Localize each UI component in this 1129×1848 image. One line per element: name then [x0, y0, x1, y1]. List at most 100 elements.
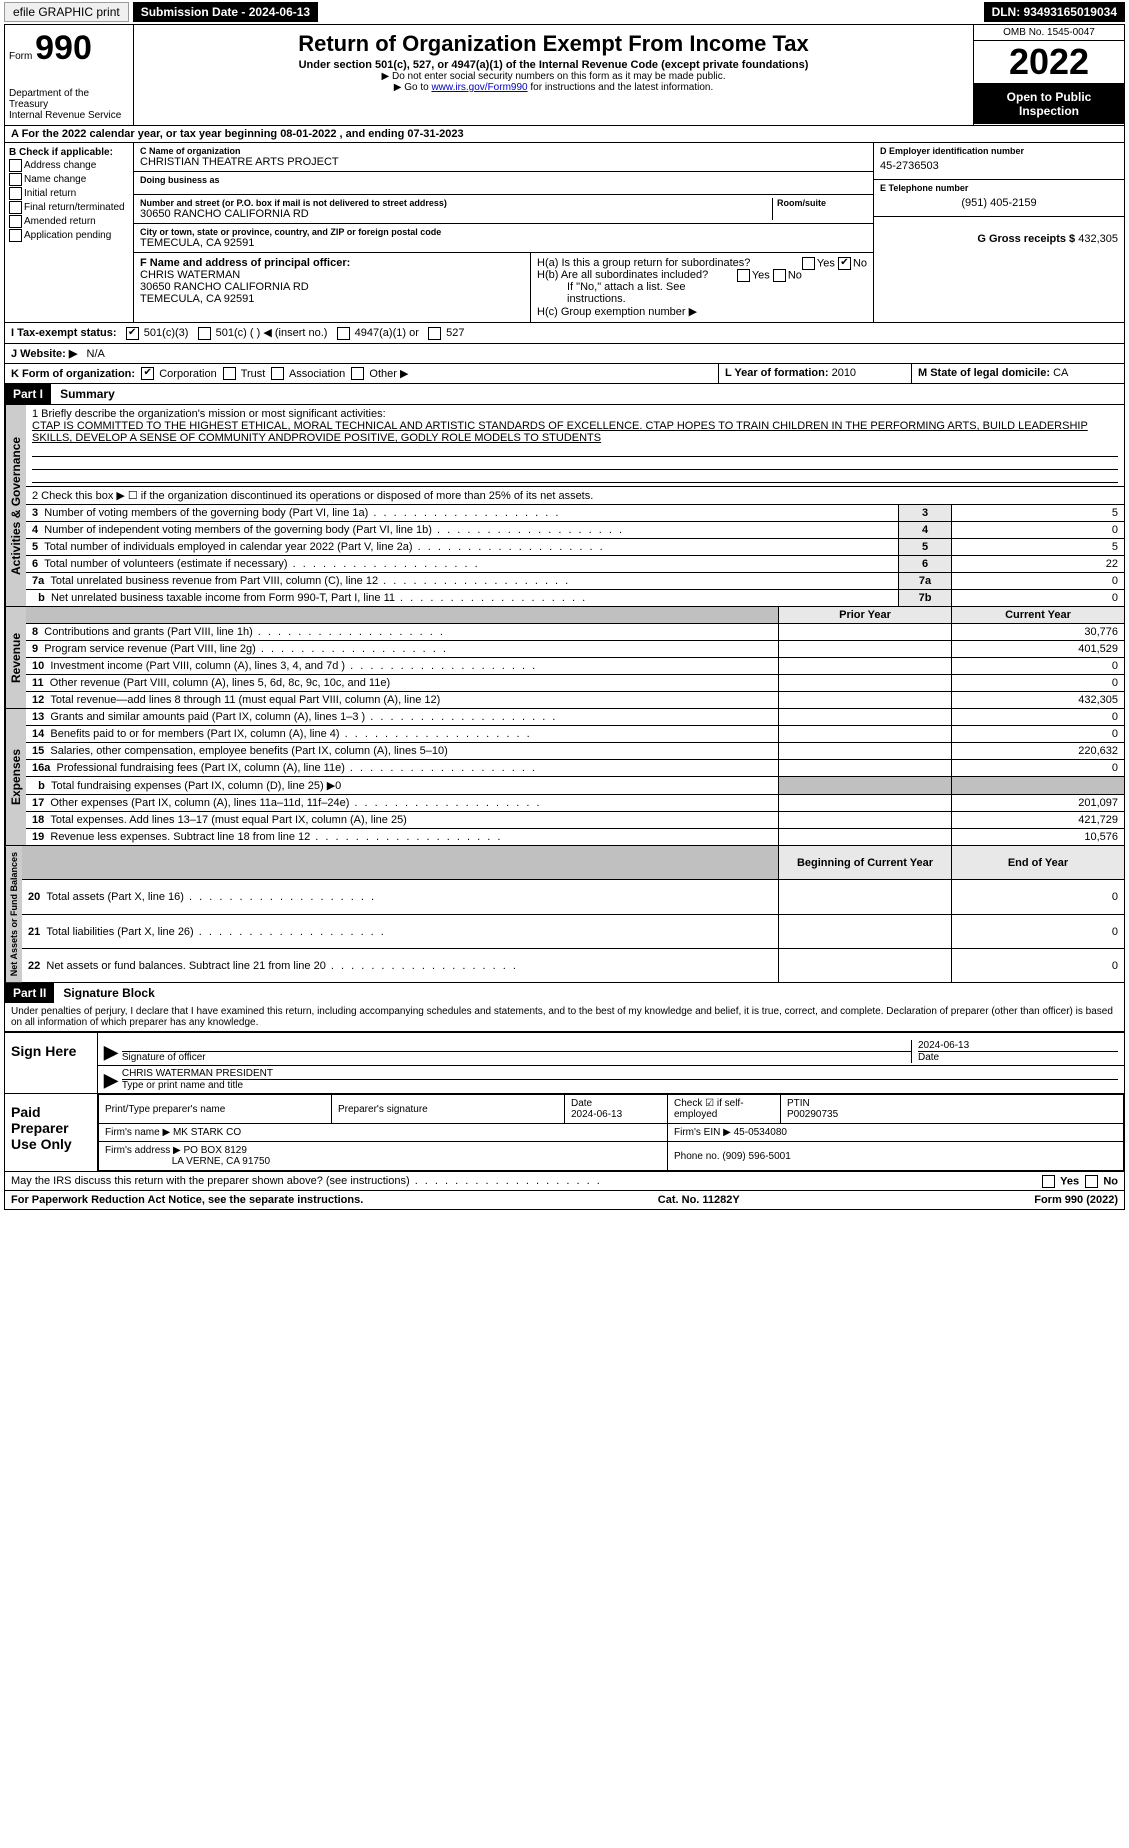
row-num: 16a	[32, 762, 50, 774]
irs-link[interactable]: www.irs.gov/Form990	[431, 82, 527, 93]
yes-label: Yes	[1060, 1176, 1079, 1188]
chk-amended[interactable]: Amended return	[9, 215, 129, 228]
tax-year: 2022	[974, 41, 1124, 84]
row-prior	[779, 880, 952, 915]
year-formation: 2010	[832, 367, 856, 379]
row-text: Total liabilities (Part X, line 26)	[46, 926, 385, 938]
ha-yes[interactable]	[802, 257, 815, 270]
chk-501c[interactable]	[198, 327, 211, 340]
form-note1: ▶ Do not enter social security numbers o…	[140, 71, 967, 82]
form-title: Return of Organization Exempt From Incom…	[140, 31, 967, 57]
submission-date-button[interactable]: Submission Date - 2024-06-13	[133, 2, 318, 22]
preparer-table: Print/Type preparer's name Preparer's si…	[98, 1094, 1124, 1171]
ein-label: D Employer identification number	[880, 146, 1118, 156]
chk-4947[interactable]	[337, 327, 350, 340]
row-prior	[779, 795, 952, 812]
form-number: 990	[35, 29, 92, 67]
q1-text: CTAP IS COMMITTED TO THE HIGHEST ETHICAL…	[32, 420, 1118, 444]
row-curr: 201,097	[952, 795, 1125, 812]
chk-initial-return[interactable]: Initial return	[9, 187, 129, 200]
discuss-no[interactable]	[1085, 1175, 1098, 1188]
footer-mid: Cat. No. 11282Y	[658, 1194, 740, 1206]
part1-num: Part I	[5, 384, 51, 404]
chk-corporation[interactable]: ✔	[141, 367, 154, 380]
chk-501c3[interactable]: ✔	[126, 327, 139, 340]
gross-value: 432,305	[1078, 233, 1118, 245]
dba-line: Doing business as	[134, 172, 873, 195]
chk-name-change[interactable]: Name change	[9, 173, 129, 186]
form-subtitle: Under section 501(c), 527, or 4947(a)(1)…	[140, 59, 967, 71]
form-word: Form	[9, 51, 32, 62]
sig-date-value: 2024-06-13	[918, 1040, 1118, 1051]
discuss-yes[interactable]	[1042, 1175, 1055, 1188]
footer-left: For Paperwork Reduction Act Notice, see …	[11, 1194, 363, 1206]
row-num: 7a	[32, 575, 44, 587]
row-a-text: A For the 2022 calendar year, or tax yea…	[11, 128, 464, 140]
row-num: 12	[32, 694, 44, 706]
row-prior	[779, 641, 952, 658]
hb-yes[interactable]	[737, 269, 750, 282]
officer-name: CHRIS WATERMAN	[140, 269, 524, 281]
firm-name-value: MK STARK CO	[173, 1127, 241, 1138]
row-text: Total fundraising expenses (Part IX, col…	[51, 780, 341, 792]
row-val: 5	[952, 539, 1125, 556]
q1-label: 1 Briefly describe the organization's mi…	[32, 408, 1118, 420]
col-end: End of Year	[952, 846, 1125, 880]
no-label: No	[788, 269, 802, 281]
chk-527[interactable]	[428, 327, 441, 340]
col-b-checkboxes: B Check if applicable: Address change Na…	[5, 143, 134, 322]
revenue-block: Revenue Prior YearCurrent Year 8 Contrib…	[5, 606, 1124, 708]
form-note2: ▶ Go to www.irs.gov/Form990 for instruct…	[140, 82, 967, 93]
row-num: 13	[32, 711, 44, 723]
hb-no[interactable]	[773, 269, 786, 282]
form-number-cell: Form 990 Department of the Treasury Inte…	[5, 25, 134, 125]
part1-title: Summary	[54, 387, 115, 401]
row-key: 7a	[899, 573, 952, 590]
firm-addr-label: Firm's address ▶	[105, 1145, 181, 1156]
row-key: 6	[899, 556, 952, 573]
row-key: 4	[899, 522, 952, 539]
row-text: Total revenue—add lines 8 through 11 (mu…	[50, 694, 440, 706]
row-num: b	[38, 592, 45, 604]
sign-here-block: Sign Here ▶ Signature of officer 2024-06…	[5, 1032, 1124, 1093]
chk-application-pending[interactable]: Application pending	[9, 229, 129, 242]
q1-block: 1 Briefly describe the organization's mi…	[26, 405, 1124, 486]
firm-addr1: PO BOX 8129	[184, 1145, 247, 1156]
row-num: 8	[32, 626, 38, 638]
row-text: Number of independent voting members of …	[44, 524, 624, 536]
table-row: 15 Salaries, other compensation, employe…	[26, 743, 1124, 760]
chk-other[interactable]	[351, 367, 364, 380]
firm-name-label: Firm's name ▶	[105, 1127, 170, 1138]
sig-name-label: Type or print name and title	[122, 1079, 1118, 1091]
chk-association[interactable]	[271, 367, 284, 380]
chk-trust[interactable]	[223, 367, 236, 380]
row-prior	[779, 675, 952, 692]
paid-preparer-block: Paid Preparer Use Only Print/Type prepar…	[5, 1093, 1124, 1171]
summary-table-exp: 13 Grants and similar amounts paid (Part…	[26, 709, 1124, 845]
dept-treasury: Department of the Treasury	[9, 88, 129, 110]
opt-501c3: 501(c)(3)	[144, 327, 189, 339]
row-text: Benefits paid to or for members (Part IX…	[50, 728, 531, 740]
officer-label: F Name and address of principal officer:	[140, 257, 350, 269]
col-begin: Beginning of Current Year	[779, 846, 952, 880]
row-num: 17	[32, 797, 44, 809]
row-num: 6	[32, 558, 38, 570]
chk-address-change[interactable]: Address change	[9, 159, 129, 172]
hb-note: If "No," attach a list. See instructions…	[537, 281, 867, 305]
table-row: 19 Revenue less expenses. Subtract line …	[26, 829, 1124, 846]
room-label: Room/suite	[777, 198, 867, 208]
ha-label: H(a) Is this a group return for subordin…	[537, 257, 750, 269]
summary-table-net: Beginning of Current YearEnd of Year 20 …	[22, 846, 1124, 982]
ha-no[interactable]: ✔	[838, 257, 851, 270]
org-name: CHRISTIAN THEATRE ARTS PROJECT	[140, 156, 867, 168]
row-val: 0	[952, 590, 1125, 607]
row-k-label: K Form of organization:	[11, 368, 135, 380]
prep-name-label: Print/Type preparer's name	[105, 1104, 325, 1115]
row-curr: 0	[952, 880, 1125, 915]
chk-final-return[interactable]: Final return/terminated	[9, 201, 129, 214]
row-text: Number of voting members of the governin…	[44, 507, 560, 519]
omb-number: OMB No. 1545-0047	[974, 25, 1124, 41]
table-row: 17 Other expenses (Part IX, column (A), …	[26, 795, 1124, 812]
city-line: City or town, state or province, country…	[134, 224, 873, 253]
prep-date-value: 2024-06-13	[571, 1109, 622, 1120]
